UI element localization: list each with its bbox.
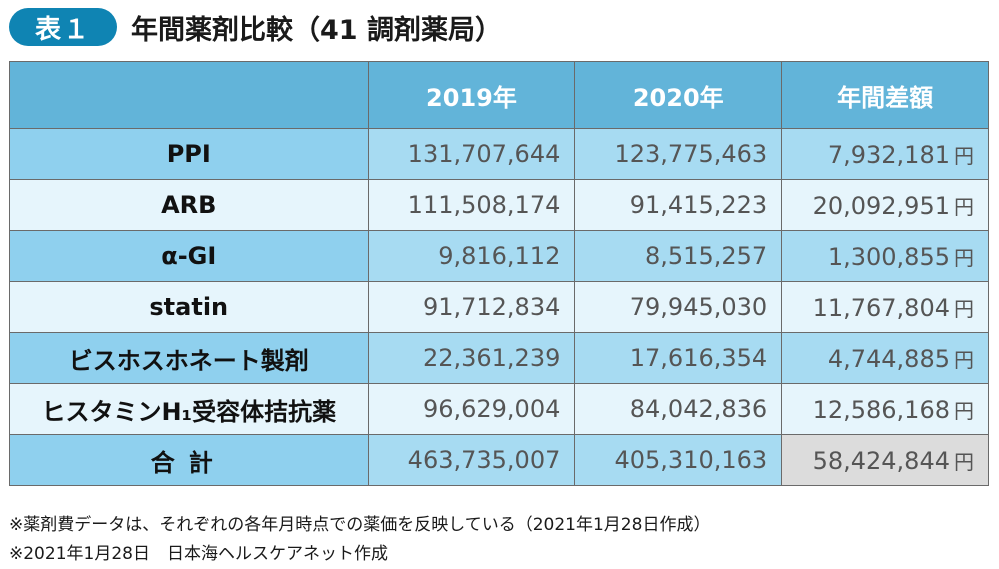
header-row: 2019年 2020年 年間差額	[9, 61, 989, 129]
yen-unit: 円	[954, 194, 974, 219]
table-row: α-GI 9,816,112 8,515,257 1,300,855 円	[9, 230, 989, 282]
header-cell-2020: 2020年	[574, 61, 783, 129]
value-difference: 12,586,168 円	[781, 383, 989, 435]
footnote-source: ※2021年1月28日 日本海ヘルスケアネット作成	[9, 544, 388, 564]
row-label: ビスホスホネート製剤	[9, 332, 369, 384]
difference-amount: 12,586,168	[812, 395, 950, 424]
row-label: ヒスタミンH₁受容体拮抗薬	[9, 383, 369, 435]
table-row: statin 91,712,834 79,945,030 11,767,804 円	[9, 281, 989, 333]
yen-unit: 円	[954, 398, 974, 423]
total-difference: 58,424,844 円	[781, 434, 989, 486]
footnote-price-basis: ※薬剤費データは、それぞれの各年月時点での薬価を反映している（2021年1月28…	[9, 515, 711, 535]
table-row: ヒスタミンH₁受容体拮抗薬 96,629,004 84,042,836 12,5…	[9, 383, 989, 435]
value-difference: 1,300,855 円	[781, 230, 989, 282]
row-label: α-GI	[9, 230, 369, 282]
drug-cost-table: 2019年 2020年 年間差額 PPI 131,707,644 123,775…	[9, 61, 989, 486]
difference-amount: 20,092,951	[812, 191, 950, 220]
row-label: ARB	[9, 179, 369, 231]
table-title: 年間薬剤比較（41 調剤薬局）	[131, 14, 502, 46]
table-row: ビスホスホネート製剤 22,361,239 17,616,354 4,744,8…	[9, 332, 989, 384]
table-number-badge: 表１	[9, 8, 117, 46]
yen-unit: 円	[954, 245, 974, 270]
value-difference: 20,092,951 円	[781, 179, 989, 231]
yen-unit: 円	[954, 296, 974, 321]
yen-unit: 円	[954, 347, 974, 372]
value-2020: 79,945,030	[574, 281, 783, 333]
total-2019: 463,735,007	[367, 434, 576, 486]
value-2019: 91,712,834	[367, 281, 576, 333]
difference-amount: 58,424,844	[812, 446, 950, 475]
value-2020: 17,616,354	[574, 332, 783, 384]
difference-amount: 7,932,181	[827, 140, 950, 169]
value-2020: 91,415,223	[574, 179, 783, 231]
value-difference: 7,932,181 円	[781, 128, 989, 180]
table-row: PPI 131,707,644 123,775,463 7,932,181 円	[9, 128, 989, 180]
yen-unit: 円	[954, 143, 974, 168]
total-2020: 405,310,163	[574, 434, 783, 486]
value-difference: 11,767,804 円	[781, 281, 989, 333]
value-2019: 131,707,644	[367, 128, 576, 180]
value-difference: 4,744,885 円	[781, 332, 989, 384]
header-cell-blank	[9, 61, 369, 129]
total-row: 合計 463,735,007 405,310,163 58,424,844 円	[9, 434, 989, 486]
difference-amount: 11,767,804	[812, 293, 950, 322]
yen-unit: 円	[954, 449, 974, 474]
value-2019: 22,361,239	[367, 332, 576, 384]
value-2019: 96,629,004	[367, 383, 576, 435]
value-2020: 84,042,836	[574, 383, 783, 435]
table-row: ARB 111,508,174 91,415,223 20,092,951 円	[9, 179, 989, 231]
difference-amount: 1,300,855	[827, 242, 950, 271]
value-2019: 9,816,112	[367, 230, 576, 282]
difference-amount: 4,744,885	[827, 344, 950, 373]
value-2019: 111,508,174	[367, 179, 576, 231]
value-2020: 8,515,257	[574, 230, 783, 282]
header-cell-2019: 2019年	[367, 61, 576, 129]
total-label: 合計	[9, 434, 369, 486]
row-label: statin	[9, 281, 369, 333]
row-label: PPI	[9, 128, 369, 180]
value-2020: 123,775,463	[574, 128, 783, 180]
header-cell-difference: 年間差額	[781, 61, 989, 129]
table-caption: 表１ 年間薬剤比較（41 調剤薬局）	[9, 8, 502, 46]
